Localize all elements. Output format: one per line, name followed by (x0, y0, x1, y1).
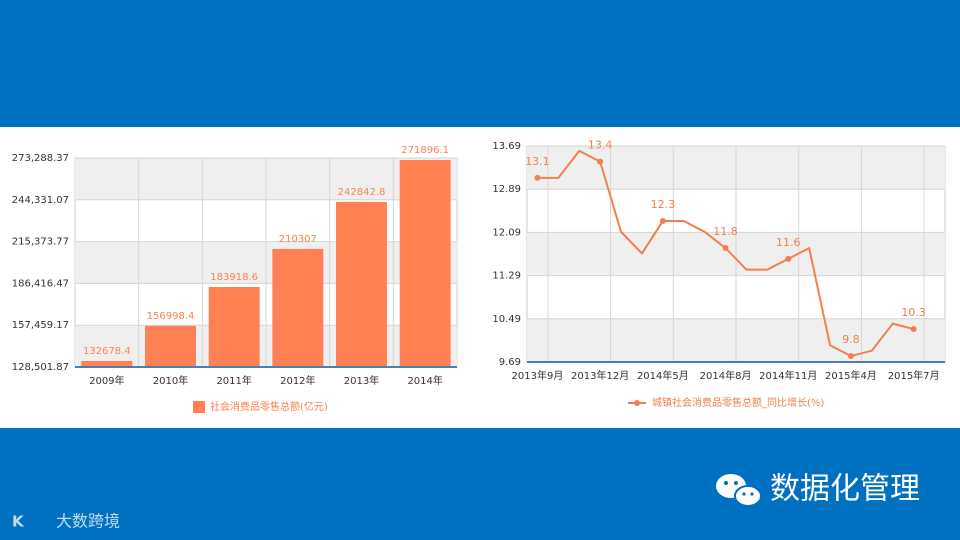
top-band (0, 0, 960, 127)
point (785, 255, 792, 262)
y-tick-label: 244,331.07 (12, 195, 69, 206)
y-tick-label: 13.69 (492, 141, 521, 152)
x-tick-label: 2014年8月 (700, 369, 752, 382)
x-tick-label: 2013年9月 (512, 369, 564, 382)
bar (81, 360, 133, 367)
data-label: 11.6 (776, 236, 801, 249)
y-tick-label: 9.69 (499, 357, 521, 368)
bar (272, 248, 324, 367)
y-tick-label: 12.89 (492, 184, 521, 195)
x-tick-label: 2012年 (280, 374, 315, 387)
data-label: 13.4 (588, 139, 613, 152)
x-tick-label: 2014年 (407, 374, 442, 387)
x-tick-label: 2015年7月 (888, 369, 940, 382)
bottom-band (0, 428, 960, 540)
wechat-icon (716, 474, 762, 507)
bar (208, 287, 260, 367)
bar (145, 325, 196, 367)
data-label: 242842.8 (338, 187, 386, 198)
y-tick-label: 128,501.87 (12, 362, 69, 373)
logo-mark: K (12, 513, 25, 531)
point (597, 158, 604, 165)
bar (399, 160, 451, 367)
x-tick-label: 2014年11月 (759, 369, 817, 382)
bar (336, 201, 387, 367)
y-tick-label: 157,459.17 (12, 320, 69, 331)
x-tick-label: 2015年4月 (825, 369, 877, 382)
point (534, 174, 541, 181)
x-tick-label: 2014年5月 (637, 369, 689, 382)
point (659, 218, 666, 225)
data-label: 156998.4 (147, 311, 195, 322)
data-label: 210307 (279, 234, 317, 245)
legend-label: 城镇社会消费品零售总额_同比增长(%) (652, 396, 824, 409)
point (910, 326, 917, 333)
x-tick-label: 2009年 (89, 374, 124, 387)
y-tick-label: 186,416.47 (12, 278, 69, 289)
legend-swatch (193, 401, 205, 413)
y-tick-label: 273,288.37 (12, 153, 69, 164)
brand-left: 大数跨境 (56, 512, 120, 531)
data-label: 11.8 (713, 225, 738, 238)
x-tick-label: 2013年12月 (571, 369, 629, 382)
data-label: 183918.6 (210, 272, 258, 283)
legend-label: 社会消费品零售总额(亿元) (210, 400, 328, 413)
y-tick-label: 10.49 (492, 314, 521, 325)
y-tick-label: 215,373.77 (12, 237, 69, 248)
brand-right: 数据化管理 (770, 472, 920, 507)
x-tick-label: 2013年 (344, 374, 379, 387)
x-tick-label: 2011年 (216, 374, 251, 387)
data-label: 9.8 (842, 333, 860, 346)
y-tick-label: 12.09 (492, 227, 521, 238)
legend-marker (634, 400, 640, 406)
data-label: 271896.1 (401, 145, 449, 156)
point (847, 353, 854, 360)
data-label: 132678.4 (83, 346, 131, 357)
x-tick-label: 2010年 (153, 374, 188, 387)
point (722, 245, 729, 252)
data-label: 10.3 (901, 306, 926, 319)
data-label: 13.1 (525, 155, 550, 168)
y-tick-label: 11.29 (492, 271, 521, 282)
data-label: 12.3 (651, 198, 676, 211)
